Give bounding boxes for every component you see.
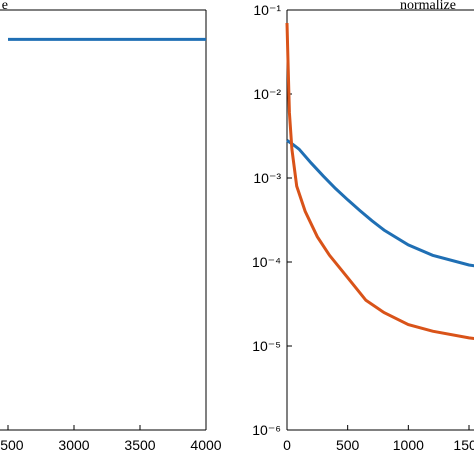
x-tick-label: 2500 (0, 437, 24, 453)
data-line (285, 22, 474, 340)
y-tick-label: 10⁻² (253, 86, 281, 102)
y-tick-label: 10⁻¹ (253, 2, 281, 18)
y-tick-label: 10⁻³ (253, 170, 281, 186)
chart-title: e (2, 0, 8, 13)
x-tick-label: 1500 (453, 437, 474, 453)
y-tick-label: 10⁻⁵ (252, 338, 281, 354)
data-line (286, 139, 474, 268)
x-tick-label: 4000 (190, 437, 221, 453)
y-tick-label: 10⁻⁶ (252, 422, 281, 438)
x-tick-label: 3500 (124, 437, 155, 453)
y-tick-label: 10⁻⁴ (252, 254, 281, 270)
x-tick-label: 1000 (393, 437, 424, 453)
chart-title: normalize (400, 0, 456, 13)
x-tick-label: 500 (336, 437, 360, 453)
x-tick-label: 0 (283, 437, 291, 453)
x-tick-label: 3000 (58, 437, 89, 453)
